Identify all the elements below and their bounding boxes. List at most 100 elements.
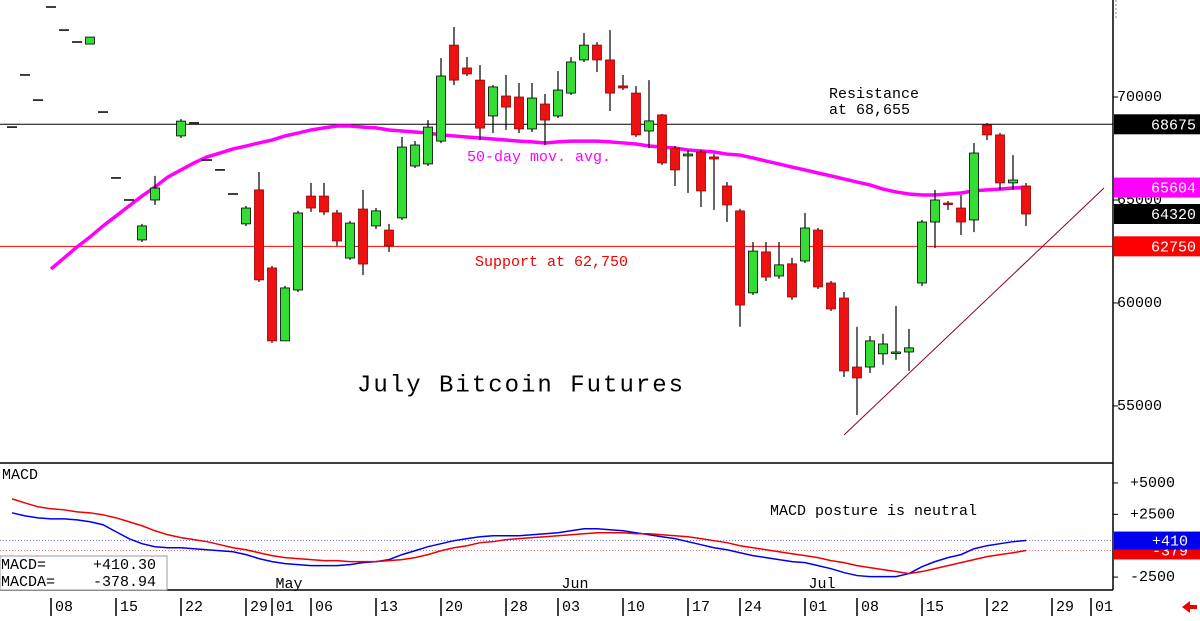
candle-body xyxy=(579,44,589,61)
candle-body xyxy=(280,287,290,342)
candle-body xyxy=(761,251,771,278)
candle-body xyxy=(800,227,810,262)
candle-body xyxy=(657,114,667,164)
candle-body xyxy=(748,250,758,294)
candle-body xyxy=(722,185,732,206)
candle-body xyxy=(488,86,498,117)
candle-body xyxy=(774,264,784,277)
candle-body xyxy=(319,195,329,213)
moving-average xyxy=(49,124,1027,271)
month-label: Jul xyxy=(808,576,835,593)
candle-body xyxy=(644,120,654,132)
candle-body xyxy=(176,120,186,137)
macd-marker xyxy=(1114,531,1200,550)
candle-body xyxy=(267,267,277,342)
resistance-label: Resistance xyxy=(829,86,919,103)
readout-value: +410.30 xyxy=(93,557,156,574)
candle-body xyxy=(930,199,940,223)
x-tick-label: 13 xyxy=(380,599,398,616)
x-tick-label: 08 xyxy=(861,599,879,616)
x-tick-label: 01 xyxy=(276,599,294,616)
scroll-arrow xyxy=(1182,601,1197,613)
x-tick-label: 03 xyxy=(562,599,580,616)
readout-label: MACDA= xyxy=(1,574,55,591)
x-tick-label: 29 xyxy=(250,599,268,616)
x-tick-label: 29 xyxy=(1056,599,1074,616)
candle-body xyxy=(852,366,862,379)
x-tick-label: 01 xyxy=(1095,599,1113,616)
price-marker xyxy=(1114,236,1200,257)
candle-body xyxy=(527,97,537,130)
price-marker-label: 65604 xyxy=(1151,181,1196,198)
month-label: Jun xyxy=(561,576,588,593)
candle-body xyxy=(956,207,966,223)
candle-body xyxy=(891,351,901,354)
candle-body xyxy=(540,103,550,121)
candle-body xyxy=(982,124,992,136)
candle-body xyxy=(254,189,264,281)
candle-body xyxy=(332,212,342,242)
candle-body xyxy=(358,208,368,265)
candle-body xyxy=(605,59,615,94)
candle-body xyxy=(904,347,914,353)
candle-body xyxy=(735,210,745,306)
x-tick-label: 15 xyxy=(120,599,138,616)
candle-body xyxy=(137,225,147,241)
candle-body xyxy=(839,297,849,372)
y2-tick-label: +5000 xyxy=(1130,475,1175,492)
candle-body xyxy=(1021,185,1031,215)
candle-body xyxy=(475,79,485,129)
candle-body xyxy=(826,282,836,310)
candle-body xyxy=(618,85,628,89)
candle-body xyxy=(501,95,511,108)
candle-body xyxy=(995,134,1005,184)
candle-body xyxy=(696,151,706,192)
x-tick-label: 22 xyxy=(991,599,1009,616)
x-tick-label: 08 xyxy=(55,599,73,616)
y-tick-label: 60000 xyxy=(1117,295,1162,312)
ma-label: 50-day mov. avg. xyxy=(467,149,611,166)
candle-body xyxy=(813,229,823,288)
y2-tick-label: +2500 xyxy=(1130,506,1175,523)
macd-note: MACD posture is neutral xyxy=(770,503,977,520)
readout-value: -378.94 xyxy=(93,574,156,591)
candle-body xyxy=(436,75,446,142)
macd-marker-label: +410 xyxy=(1152,534,1188,551)
candle-body xyxy=(514,96,524,130)
candle-body xyxy=(293,212,303,291)
candle-body xyxy=(462,67,472,75)
candle-body xyxy=(371,210,381,227)
candle-body xyxy=(566,61,576,94)
candle-body xyxy=(917,221,927,284)
price-marker xyxy=(1114,177,1200,198)
readout-label: MACD= xyxy=(1,557,46,574)
candle-body xyxy=(865,340,875,368)
candle-body xyxy=(345,222,355,259)
month-label: May xyxy=(275,576,302,593)
candle-body xyxy=(670,147,680,171)
candle-body xyxy=(592,44,602,61)
candle-body xyxy=(631,92,641,136)
candle-body xyxy=(683,153,693,157)
candle-body xyxy=(553,89,563,117)
candle-body xyxy=(241,207,251,225)
x-tick-label: 06 xyxy=(315,599,333,616)
support-label: Support at 62,750 xyxy=(475,254,628,271)
candle-body xyxy=(943,202,953,205)
macd-line xyxy=(11,512,1027,578)
candle-body xyxy=(397,146,407,219)
x-tick-label: 10 xyxy=(627,599,645,616)
y2-tick-label: -2500 xyxy=(1130,569,1175,586)
x-tick-label: 17 xyxy=(692,599,710,616)
chart-title: July Bitcoin Futures xyxy=(357,372,685,399)
candle-body xyxy=(1008,179,1018,184)
x-tick-label: 01 xyxy=(809,599,827,616)
y-tick-label: 55000 xyxy=(1117,398,1162,415)
candle-body xyxy=(306,195,316,209)
price-marker-label: 68675 xyxy=(1151,117,1196,134)
resistance-label: at 68,655 xyxy=(829,102,910,119)
price-marker xyxy=(1114,114,1200,135)
candle-body xyxy=(410,144,420,167)
